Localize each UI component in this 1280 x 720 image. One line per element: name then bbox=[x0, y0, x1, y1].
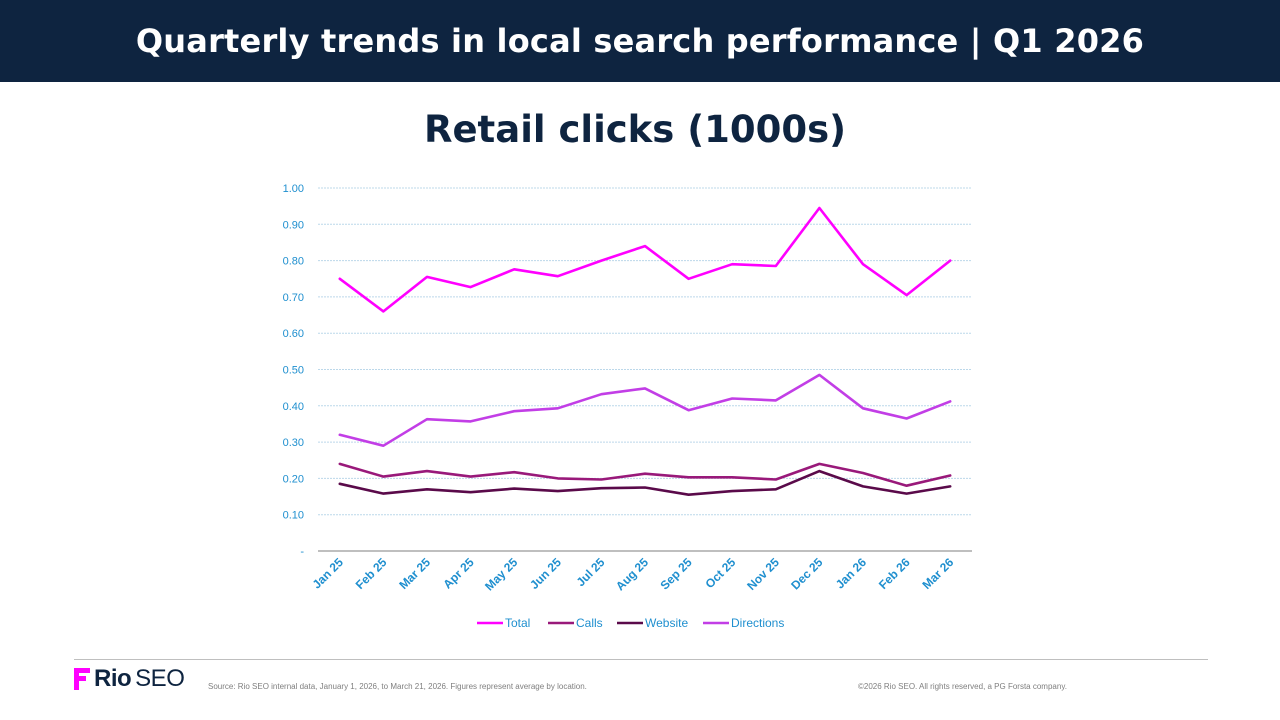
x-tick-label: Mar 25 bbox=[396, 555, 433, 592]
y-tick-label: 0.40 bbox=[283, 401, 304, 413]
x-tick-label: Sep 25 bbox=[657, 555, 694, 592]
y-tick-label: 0.50 bbox=[283, 365, 304, 377]
series-line-calls bbox=[338, 462, 952, 488]
x-tick-label: Dec 25 bbox=[788, 555, 825, 592]
y-tick-label: 0.30 bbox=[283, 437, 304, 449]
y-tick-label: 1.00 bbox=[283, 183, 304, 195]
logo-word-seo: SEO bbox=[135, 665, 185, 692]
y-tick-label: 0.20 bbox=[283, 473, 304, 485]
x-tick-label: Mar 26 bbox=[920, 555, 957, 592]
y-tick-label: 0.90 bbox=[283, 219, 304, 231]
x-tick-label: Jan 26 bbox=[833, 555, 870, 592]
page-header: Quarterly trends in local search perform… bbox=[0, 0, 1280, 82]
legend-label-calls: Calls bbox=[576, 616, 603, 630]
x-tick-label: Feb 25 bbox=[353, 555, 390, 592]
y-tick-label: - bbox=[300, 546, 304, 558]
y-tick-label: 0.80 bbox=[283, 256, 304, 268]
y-tick-label: 0.10 bbox=[283, 510, 304, 522]
series-line-directions bbox=[338, 373, 952, 448]
legend-label-website: Website bbox=[645, 616, 688, 630]
rio-seo-logo-icon bbox=[74, 668, 90, 690]
x-tick-label: Jul 25 bbox=[574, 555, 608, 589]
x-tick-label: Jun 25 bbox=[527, 555, 564, 592]
page-title: Quarterly trends in local search perform… bbox=[135, 22, 1145, 60]
x-tick-label: Apr 25 bbox=[440, 555, 477, 592]
series-line-website bbox=[338, 469, 952, 497]
x-tick-label: Oct 25 bbox=[702, 555, 738, 591]
copyright-note: ©2026 Rio SEO. All rights reserved, a PG… bbox=[858, 682, 1067, 691]
series-line-total bbox=[338, 206, 952, 313]
y-tick-label: 0.60 bbox=[283, 328, 304, 340]
legend-label-directions: Directions bbox=[731, 616, 784, 630]
source-note: Source: Rio SEO internal data, January 1… bbox=[208, 682, 587, 691]
x-tick-label: Feb 26 bbox=[876, 555, 913, 592]
x-tick-label: Aug 25 bbox=[613, 555, 651, 593]
x-tick-label: Nov 25 bbox=[744, 555, 782, 593]
line-chart: - 0.10 0.20 0.30 0.40 0.50 0.60 0.70 0.80 0.90 1.0… bbox=[283, 183, 972, 630]
legend-label-total: Total bbox=[505, 616, 530, 630]
rio-seo-logo: Rio SEO bbox=[74, 665, 185, 692]
logo-word-rio: Rio bbox=[94, 665, 132, 692]
footer-divider bbox=[74, 659, 1208, 660]
chart-title: Retail clicks (1000s) bbox=[423, 108, 847, 151]
x-tick-label: May 25 bbox=[482, 555, 520, 593]
x-tick-label: Jan 25 bbox=[310, 555, 347, 592]
y-tick-label: 0.70 bbox=[283, 292, 304, 304]
